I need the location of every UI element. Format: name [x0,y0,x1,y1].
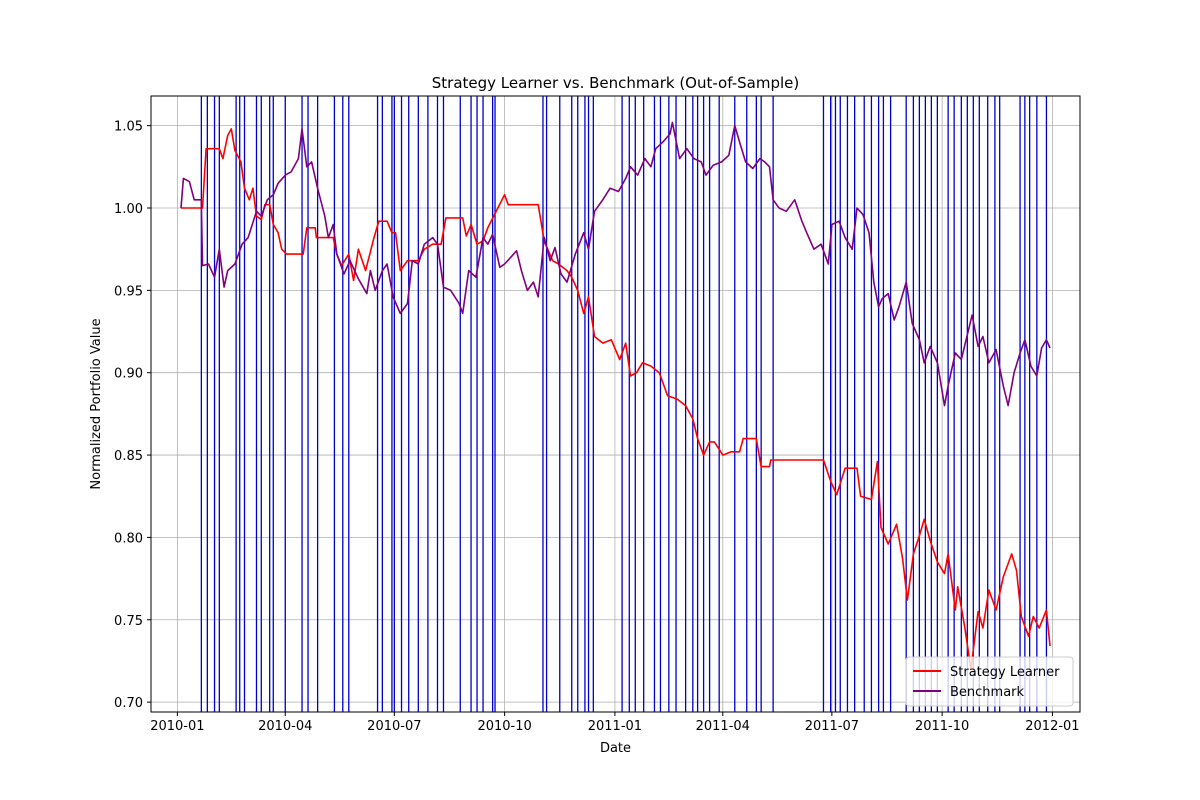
x-tick-label: 2010-07 [367,719,421,734]
x-tick-label: 2010-10 [477,719,531,734]
x-tick-label: 2011-01 [588,719,642,734]
y-tick-label: 1.05 [114,120,143,135]
series-line-benchmark [180,121,1051,407]
y-tick-label: 0.75 [114,614,143,629]
y-tick-label: 0.80 [114,531,143,546]
x-tick-label: 2010-01 [150,719,204,734]
x-tick-label: 2012-01 [1025,719,1079,734]
y-tick-label: 0.90 [114,367,143,382]
trade-lines [200,96,1048,712]
y-tick-label: 0.85 [114,449,143,464]
x-axis-title: Date [600,741,631,756]
y-tick-label: 0.70 [114,696,143,711]
y-tick-label: 1.00 [114,202,143,217]
x-tick-label: 2011-10 [915,719,969,734]
y-axis-title: Normalized Portfolio Value [89,318,104,489]
x-tick-label: 2011-04 [696,719,750,734]
legend-label-strategy: Strategy Learner [950,665,1060,680]
legend-box [905,656,1074,707]
y-tick-label: 0.95 [114,284,143,299]
axis-ticks: 2010-01 2010-04 2010-07 2010-10 2011-01 2011-… [114,120,1080,734]
chart-title: Strategy Learner vs. Benchmark (Out-of-S… [432,74,799,92]
x-tick-label: 2011-07 [805,719,859,734]
legend-label-benchmark: Benchmark [950,685,1025,700]
series-lines [180,121,1051,671]
legend: Strategy Learner Benchmark [905,656,1074,707]
series-line-strategy-learner [181,128,1051,671]
plot-frame [150,95,1081,713]
x-tick-label: 2010-04 [258,719,312,734]
